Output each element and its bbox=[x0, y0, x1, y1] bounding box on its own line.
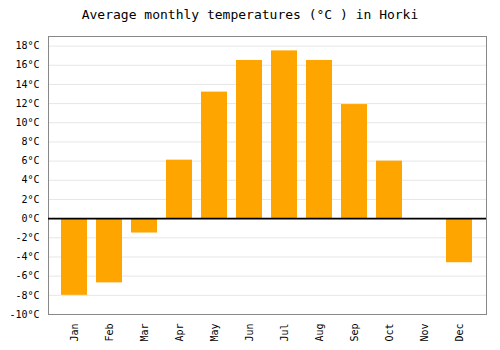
svg-text:Oct: Oct bbox=[384, 324, 395, 342]
svg-text:Jun: Jun bbox=[244, 324, 255, 342]
svg-text:Sep: Sep bbox=[349, 324, 360, 342]
svg-text:10°C: 10°C bbox=[15, 117, 39, 128]
svg-text:Jul: Jul bbox=[279, 324, 290, 342]
svg-text:4°C: 4°C bbox=[21, 174, 39, 185]
svg-text:Jan: Jan bbox=[69, 324, 80, 342]
svg-text:2°C: 2°C bbox=[21, 194, 39, 205]
svg-text:-2°C: -2°C bbox=[15, 232, 39, 243]
svg-text:16°C: 16°C bbox=[15, 59, 39, 70]
svg-text:14°C: 14°C bbox=[15, 79, 39, 90]
svg-text:Mar: Mar bbox=[139, 324, 150, 342]
svg-text:-8°C: -8°C bbox=[15, 290, 39, 301]
svg-text:Aug: Aug bbox=[314, 324, 325, 342]
svg-text:Nov: Nov bbox=[419, 324, 430, 342]
html-text:Average monthly temperatures (: Average monthly temperatures (°C ) in Ho… bbox=[81, 7, 419, 22]
svg-text:6°C: 6°C bbox=[21, 155, 39, 166]
svg-text:18°C: 18°C bbox=[15, 40, 39, 51]
svg-text:-10°C: -10°C bbox=[9, 309, 39, 320]
svg-text:8°C: 8°C bbox=[21, 136, 39, 147]
svg-text:-6°C: -6°C bbox=[15, 270, 39, 281]
svg-text:0°C: 0°C bbox=[21, 213, 39, 224]
svg-text:12°C: 12°C bbox=[15, 98, 39, 109]
svg-text:Dec: Dec bbox=[454, 324, 465, 342]
svg-text:-4°C: -4°C bbox=[15, 251, 39, 262]
svg-text:Feb: Feb bbox=[104, 324, 115, 342]
svg-text:Apr: Apr bbox=[174, 324, 185, 342]
svg-text:May: May bbox=[209, 324, 220, 342]
